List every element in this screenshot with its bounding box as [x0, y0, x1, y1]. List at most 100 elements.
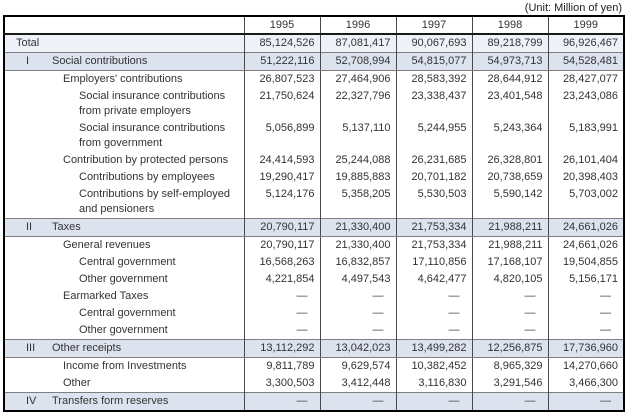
row-label: Contributions by self-employed and pensio… — [4, 186, 244, 219]
cell-value: 21,753,334 — [395, 236, 472, 254]
cell-value: — — [471, 392, 548, 412]
row-roman-numeral: I — [26, 55, 30, 67]
cell-value: 13,042,023 — [319, 339, 396, 358]
table-row: Other government 4,221,854 4,497,543 4,642,… — [4, 271, 624, 288]
cell-value: — — [319, 305, 396, 322]
row-label-text: Other — [63, 377, 91, 389]
row-label: Contribution by protected persons — [4, 152, 244, 169]
cell-value: 54,528,481 — [547, 52, 624, 71]
row-label-text: Other government — [79, 324, 168, 336]
column-header-year: 1999 — [547, 16, 624, 35]
cell-value: 9,811,789 — [243, 357, 320, 375]
cell-value: — — [319, 322, 396, 340]
row-label-text: Contributions by self-employed — [79, 188, 231, 200]
cell-value: 3,412,448 — [319, 375, 396, 393]
cell-value: 22,327,796 — [319, 88, 396, 120]
cell-value: 5,358,205 — [319, 186, 396, 219]
column-header-year: 1998 — [471, 16, 548, 35]
cell-value: 51,222,116 — [243, 52, 320, 71]
cell-value: — — [471, 288, 548, 305]
cell-value: 5,124,176 — [243, 186, 320, 219]
cell-value: — — [243, 392, 320, 412]
table-row: Other government — — — — — — [4, 322, 624, 340]
cell-value: 20,738,659 — [471, 169, 548, 186]
table-row: Earmarked Taxes — — — — — — [4, 288, 624, 305]
cell-value: 28,427,077 — [547, 70, 624, 88]
cell-value: 8,965,329 — [471, 357, 548, 375]
row-label: Other government — [4, 271, 244, 288]
cell-value: 90,067,693 — [395, 34, 472, 53]
row-roman-numeral: II — [26, 221, 33, 233]
cell-value: 87,081,417 — [319, 34, 396, 53]
table-row: Total 85,124,526 87,081,417 90,067,693 89,21… — [4, 34, 624, 53]
revenue-statistics-table: 1995 1996 1997 1998 1999 Total 85,124,526 87,0… — [3, 15, 625, 412]
cell-value: 5,244,955 — [395, 120, 472, 152]
cell-value: 14,270,660 — [547, 357, 624, 375]
cell-value: — — [547, 305, 624, 322]
row-label-text: Central government — [79, 256, 176, 268]
table-row: Income from Investments 9,811,789 9,629,57… — [4, 357, 624, 375]
cell-value: 17,736,960 — [547, 339, 624, 358]
row-label-text: Income from Investments — [63, 360, 187, 372]
cell-value: 25,244,088 — [319, 152, 396, 169]
cell-value: 19,504,855 — [547, 254, 624, 271]
row-label-text: Social insurance contributions — [79, 122, 226, 134]
row-roman-numeral: III — [26, 342, 36, 354]
cell-value: 9,629,574 — [319, 357, 396, 375]
cell-value: 23,401,548 — [471, 88, 548, 120]
cell-value: 54,815,077 — [395, 52, 472, 71]
cell-value: 4,221,854 — [243, 271, 320, 288]
table-row: Central government — — — — — — [4, 305, 624, 322]
table-row: Contributions by self-employed and pensio… — [4, 186, 624, 219]
cell-value: 4,642,477 — [395, 271, 472, 288]
corner-header-cell — [4, 16, 244, 35]
cell-value: 5,243,364 — [471, 120, 548, 152]
cell-value: 19,290,417 — [243, 169, 320, 186]
cell-value: — — [395, 322, 472, 340]
cell-value: 19,885,883 — [319, 169, 396, 186]
row-label: Contributions by employees — [4, 169, 244, 186]
cell-value: 21,330,400 — [319, 236, 396, 254]
table-row: Employers' contributions 26,807,523 27,464… — [4, 70, 624, 88]
cell-value: 12,256,875 — [471, 339, 548, 358]
cell-value: — — [471, 322, 548, 340]
cell-value: 85,124,526 — [243, 34, 320, 53]
table-row: I Social contributions 51,222,116 52,708,99… — [4, 52, 624, 71]
cell-value: 5,530,503 — [395, 186, 472, 219]
table-row: II Taxes 20,790,117 21,330,400 21,753,334 21,… — [4, 218, 624, 237]
cell-value: 20,790,117 — [243, 218, 320, 237]
cell-value: 4,497,543 — [319, 271, 396, 288]
row-label: Central government — [4, 305, 244, 322]
table-row: Contributions by employees 19,290,417 19,8… — [4, 169, 624, 186]
cell-value: 26,101,404 — [547, 152, 624, 169]
cell-value: — — [395, 392, 472, 412]
column-header-year: 1995 — [243, 16, 320, 35]
table-row: Contribution by protected persons 24,414,… — [4, 152, 624, 169]
cell-value: — — [547, 392, 624, 412]
cell-value: 13,112,292 — [243, 339, 320, 358]
cell-value: 21,988,211 — [471, 236, 548, 254]
cell-value: 26,231,685 — [395, 152, 472, 169]
cell-value: 27,464,906 — [319, 70, 396, 88]
cell-value: 21,750,624 — [243, 88, 320, 120]
cell-value: 3,466,300 — [547, 375, 624, 393]
cell-value: — — [547, 322, 624, 340]
table-row: IV Transfers form reserves — — — — — — [4, 392, 624, 412]
row-roman-numeral: IV — [26, 395, 37, 407]
row-label: Central government — [4, 254, 244, 271]
cell-value: 5,590,142 — [471, 186, 548, 219]
cell-value: — — [547, 288, 624, 305]
row-label-text-line2: and pensioners — [79, 203, 155, 215]
row-label: Employers' contributions — [4, 70, 244, 88]
row-label: Social insurance contributions from gover… — [4, 120, 244, 152]
row-label-text: Other government — [79, 273, 168, 285]
row-label-text-line2: from private employers — [79, 105, 191, 117]
row-label: Other — [4, 375, 244, 393]
cell-value: 16,832,857 — [319, 254, 396, 271]
cell-value: 3,116,830 — [395, 375, 472, 393]
cell-value: 17,110,856 — [395, 254, 472, 271]
cell-value: 17,168,107 — [471, 254, 548, 271]
table-row: Social insurance contributions from priva… — [4, 88, 624, 120]
cell-value: 26,807,523 — [243, 70, 320, 88]
